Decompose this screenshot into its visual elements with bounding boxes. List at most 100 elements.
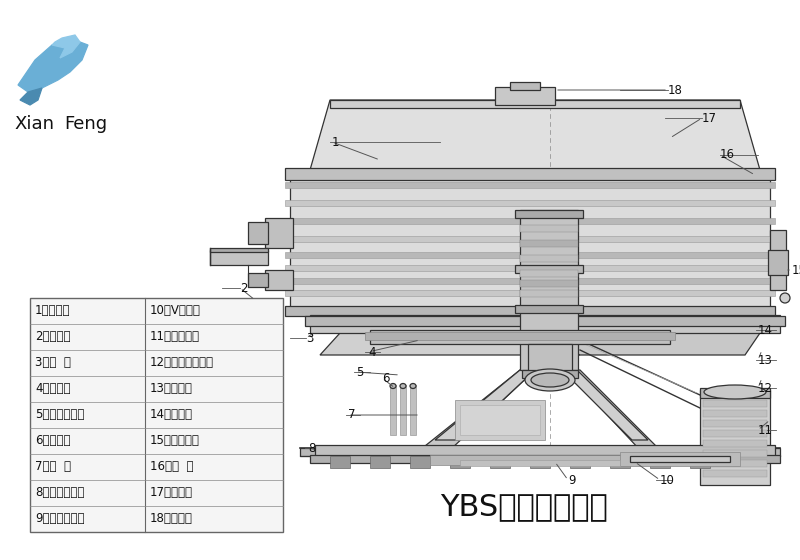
Polygon shape bbox=[310, 100, 760, 170]
Bar bbox=[310, 315, 780, 333]
Text: 10、V型皮带: 10、V型皮带 bbox=[150, 305, 201, 318]
Ellipse shape bbox=[390, 384, 396, 389]
Text: 8: 8 bbox=[308, 441, 315, 455]
Polygon shape bbox=[18, 42, 88, 92]
Bar bbox=[390, 385, 396, 435]
Polygon shape bbox=[435, 370, 535, 440]
Text: 17、防尘盖: 17、防尘盖 bbox=[150, 487, 193, 500]
Text: 11: 11 bbox=[758, 423, 773, 436]
Bar bbox=[703, 430, 767, 437]
Bar bbox=[703, 400, 767, 407]
Polygon shape bbox=[320, 333, 580, 355]
Bar bbox=[310, 455, 780, 463]
Bar bbox=[630, 456, 730, 462]
Bar bbox=[610, 456, 630, 468]
Bar bbox=[703, 440, 767, 447]
Text: 14: 14 bbox=[758, 324, 773, 337]
Text: 16: 16 bbox=[720, 148, 735, 161]
Text: 4: 4 bbox=[368, 346, 375, 358]
Text: 7: 7 bbox=[348, 408, 355, 422]
Bar bbox=[285, 290, 775, 296]
Polygon shape bbox=[562, 370, 648, 440]
Text: 3: 3 bbox=[306, 332, 314, 344]
Bar bbox=[210, 250, 268, 265]
Bar bbox=[520, 255, 578, 262]
Text: 18: 18 bbox=[668, 83, 683, 96]
Bar bbox=[520, 240, 578, 247]
Ellipse shape bbox=[410, 384, 416, 389]
Bar bbox=[285, 306, 775, 316]
Bar bbox=[520, 210, 578, 370]
Bar bbox=[285, 182, 775, 188]
Bar bbox=[285, 236, 775, 242]
Ellipse shape bbox=[525, 369, 575, 391]
Text: 10: 10 bbox=[660, 474, 675, 487]
Bar bbox=[248, 222, 268, 244]
Bar bbox=[515, 210, 583, 218]
Bar bbox=[650, 456, 670, 468]
Bar bbox=[522, 370, 578, 378]
Bar bbox=[300, 448, 780, 456]
Bar bbox=[703, 410, 767, 417]
Text: 9、主轴配重铁: 9、主轴配重铁 bbox=[35, 512, 85, 525]
Ellipse shape bbox=[531, 373, 569, 387]
Text: 12、从动轴配重铁: 12、从动轴配重铁 bbox=[150, 357, 214, 370]
Bar bbox=[700, 388, 770, 398]
Ellipse shape bbox=[400, 384, 406, 389]
Bar bbox=[285, 168, 775, 180]
Text: 6、注油管: 6、注油管 bbox=[35, 435, 70, 447]
Text: 2: 2 bbox=[240, 282, 247, 295]
Bar bbox=[370, 330, 670, 344]
Text: Xian: Xian bbox=[14, 115, 54, 133]
Bar bbox=[330, 456, 350, 468]
Bar bbox=[285, 218, 775, 224]
Bar bbox=[570, 456, 590, 468]
Text: 12: 12 bbox=[758, 381, 773, 394]
Text: 6: 6 bbox=[382, 371, 390, 385]
Bar bbox=[265, 270, 293, 290]
Bar bbox=[515, 305, 583, 313]
Text: 11、驱动电机: 11、驱动电机 bbox=[150, 330, 200, 343]
Bar bbox=[365, 332, 675, 340]
Bar bbox=[330, 100, 740, 108]
Polygon shape bbox=[420, 370, 535, 450]
Text: 4、从动轴: 4、从动轴 bbox=[35, 382, 70, 395]
Bar bbox=[768, 250, 788, 275]
Bar bbox=[510, 82, 540, 90]
Text: 13: 13 bbox=[758, 353, 773, 366]
Bar bbox=[703, 470, 767, 477]
Text: 7、主  轴: 7、主 轴 bbox=[35, 460, 71, 474]
Text: 16、中  框: 16、中 框 bbox=[150, 460, 194, 474]
Text: 8、金字塔底座: 8、金字塔底座 bbox=[35, 487, 84, 500]
Text: 1、观察口: 1、观察口 bbox=[35, 305, 70, 318]
Bar bbox=[460, 405, 540, 435]
Bar bbox=[265, 218, 293, 248]
Bar bbox=[703, 460, 767, 467]
Polygon shape bbox=[52, 35, 80, 58]
Bar bbox=[490, 456, 510, 468]
Bar bbox=[290, 170, 770, 315]
Text: 15、中框锁具: 15、中框锁具 bbox=[150, 435, 200, 447]
Ellipse shape bbox=[780, 293, 790, 303]
Bar bbox=[515, 265, 583, 273]
Text: 14、注油管: 14、注油管 bbox=[150, 408, 193, 422]
Bar bbox=[700, 390, 770, 485]
Text: 18、注料口: 18、注料口 bbox=[150, 512, 193, 525]
Polygon shape bbox=[20, 88, 42, 105]
Bar bbox=[285, 252, 775, 258]
Bar bbox=[285, 265, 775, 271]
Text: 2、出料口: 2、出料口 bbox=[35, 330, 70, 343]
Ellipse shape bbox=[704, 385, 766, 399]
Bar bbox=[770, 230, 786, 290]
Text: 5: 5 bbox=[356, 366, 363, 379]
Bar bbox=[248, 273, 268, 287]
Text: 1: 1 bbox=[332, 136, 339, 148]
Bar bbox=[450, 456, 470, 468]
Bar bbox=[410, 456, 430, 468]
Text: 17: 17 bbox=[702, 111, 717, 124]
Text: Feng: Feng bbox=[64, 115, 107, 133]
Text: 5、橡胶弹蓄脚: 5、橡胶弹蓄脚 bbox=[35, 408, 84, 422]
Bar bbox=[520, 290, 578, 297]
Text: 3、底  框: 3、底 框 bbox=[35, 357, 71, 370]
Bar bbox=[30, 298, 283, 532]
